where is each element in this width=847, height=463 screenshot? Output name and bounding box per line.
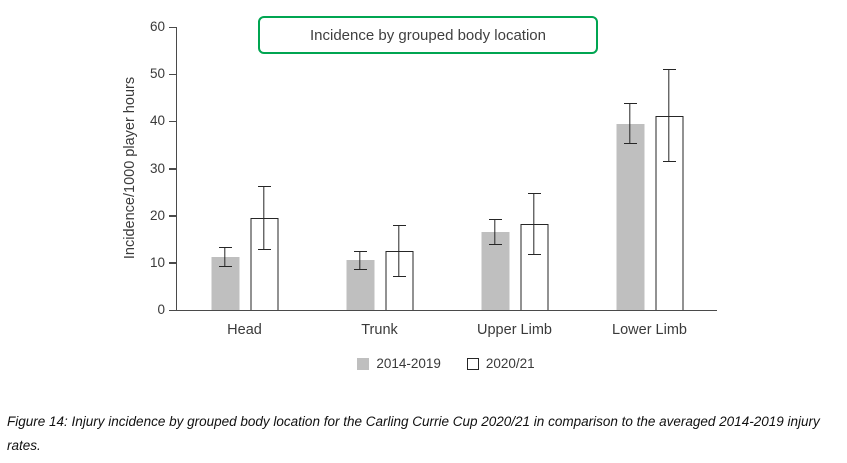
error-bar-line [263, 186, 265, 250]
x-category-label-trunk: Trunk [361, 322, 398, 338]
legend-label-2014-2019: 2014-2019 [376, 356, 441, 371]
error-bar [257, 185, 271, 251]
bar-2014-2019-trunk [346, 27, 374, 310]
y-tick-mark [169, 168, 176, 170]
y-tick-label-30: 30 [149, 160, 165, 176]
y-tick-label-40: 40 [149, 113, 165, 129]
error-bar-line [494, 219, 496, 245]
error-bar-line [629, 103, 631, 144]
y-tick-mark [169, 73, 176, 76]
bar-fill [385, 250, 413, 310]
y-tick-mark [169, 215, 176, 217]
error-bar [218, 246, 232, 267]
y-tick-mark [169, 262, 176, 264]
y-tick-label-10: 10 [149, 254, 165, 270]
error-bar [488, 218, 502, 246]
error-bar [392, 224, 406, 277]
legend-swatch-2020-21 [466, 357, 479, 370]
figure-caption: Figure 14: Injury incidence by grouped b… [7, 414, 820, 453]
chart-title: Incidence by grouped body location [309, 26, 546, 44]
legend-swatch-2014-2019 [357, 357, 370, 370]
bar-group-lower-limb [616, 27, 683, 310]
error-bar-line [398, 225, 400, 276]
error-bar-line [533, 194, 535, 255]
error-bar-line [668, 70, 670, 162]
y-tick-label-0: 0 [157, 302, 165, 317]
bar-group-head [211, 27, 278, 310]
legend-label-2020-21: 2020/21 [485, 356, 535, 371]
error-bar [662, 69, 676, 163]
bar-2020-21-lower-limb [655, 27, 683, 310]
legend-item-2020-21: 2020/21 [466, 356, 535, 371]
y-tick-mark [169, 309, 176, 311]
bar-2014-2019-lower-limb [616, 27, 644, 310]
x-category-label-head: Head [227, 322, 262, 338]
bar-2014-2019-head [211, 27, 239, 310]
bar-group-upper-limb [481, 27, 548, 310]
chart-title-box: Incidence by grouped body location [258, 16, 598, 54]
y-tick-label-50: 50 [149, 66, 165, 82]
y-tick-mark [169, 26, 176, 28]
bar-group-trunk [346, 27, 413, 310]
x-category-label-lower-limb: Lower Limb [612, 322, 687, 338]
legend: 2014-2019 2020/21 [176, 356, 716, 371]
error-bar [623, 102, 637, 145]
y-tick-label-60: 60 [149, 19, 165, 34]
bar-2014-2019-upper-limb [481, 27, 509, 310]
bar-2020-21-upper-limb [520, 27, 548, 310]
legend-item-2014-2019: 2014-2019 [357, 356, 441, 371]
y-tick-label-20: 20 [149, 207, 165, 223]
error-bar-line [359, 252, 361, 269]
y-tick-mark [169, 120, 176, 123]
x-category-label-upper-limb: Upper Limb [477, 322, 552, 338]
error-bar-line [224, 247, 226, 266]
bar-fill [616, 123, 644, 310]
error-bar [527, 193, 541, 256]
error-bar [353, 251, 367, 270]
bar-2020-21-trunk [385, 27, 413, 310]
bar-2020-21-head [250, 27, 278, 310]
plot-area: 0 10 20 30 40 50 60 Head Trunk Upper Limb Lower Li… [150, 19, 717, 338]
